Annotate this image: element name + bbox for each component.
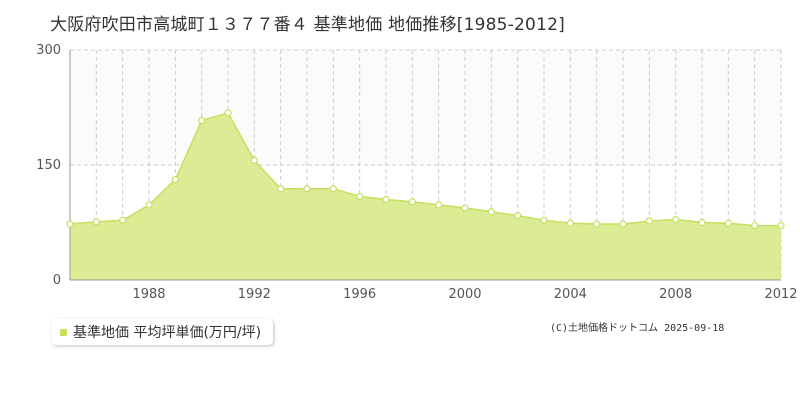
- data-point: [303, 185, 311, 193]
- data-point: [277, 185, 285, 193]
- data-point: [593, 220, 601, 228]
- data-point: [672, 215, 680, 224]
- data-point: [171, 175, 179, 184]
- x-tick-label: 1988: [132, 287, 165, 302]
- data-point: [382, 195, 390, 204]
- data-point: [751, 221, 759, 230]
- data-point: [356, 192, 364, 201]
- x-tick-label: 2000: [448, 287, 481, 302]
- series-line: [69, 112, 781, 227]
- y-tick-label: 300: [36, 43, 61, 58]
- data-point: [198, 116, 206, 125]
- data-point: [461, 204, 469, 212]
- series-area: [70, 112, 781, 281]
- data-point: [224, 109, 232, 117]
- legend-label: 基準地価 平均坪単価(万円/坪): [73, 325, 262, 341]
- data-point: [540, 216, 548, 224]
- page-title: 大阪府吹田市高城町１３７７番４ 基準地価 地価推移[1985-2012]: [50, 15, 565, 35]
- x-tick-label: 1996: [343, 287, 376, 302]
- data-point: [145, 201, 153, 209]
- data-point: [119, 216, 127, 224]
- x-tick-label: 2012: [764, 287, 797, 302]
- data-point: [408, 198, 416, 206]
- legend: 基準地価 平均坪単価(万円/坪): [52, 319, 274, 345]
- copyright-text: (C)土地価格ドットコム 2025-09-18: [550, 323, 725, 334]
- x-tick-label: 2004: [554, 287, 587, 302]
- data-point: [645, 217, 653, 225]
- x-tick-label: 2008: [659, 287, 692, 302]
- data-point: [514, 212, 522, 220]
- data-point: [329, 185, 337, 193]
- x-tick-label: 1992: [238, 287, 271, 302]
- data-point: [777, 221, 785, 230]
- data-point: [566, 219, 574, 227]
- data-point: [698, 218, 706, 227]
- y-tick-label: 150: [36, 158, 61, 173]
- data-point: [66, 220, 74, 228]
- plot-upper-band: [70, 50, 781, 165]
- y-tick-label: 0: [53, 273, 61, 288]
- data-point: [724, 219, 732, 227]
- data-point: [619, 220, 627, 228]
- legend-swatch: [60, 328, 67, 336]
- data-point: [92, 218, 100, 226]
- data-point: [487, 208, 495, 216]
- data-point: [435, 201, 443, 209]
- data-point: [250, 156, 258, 164]
